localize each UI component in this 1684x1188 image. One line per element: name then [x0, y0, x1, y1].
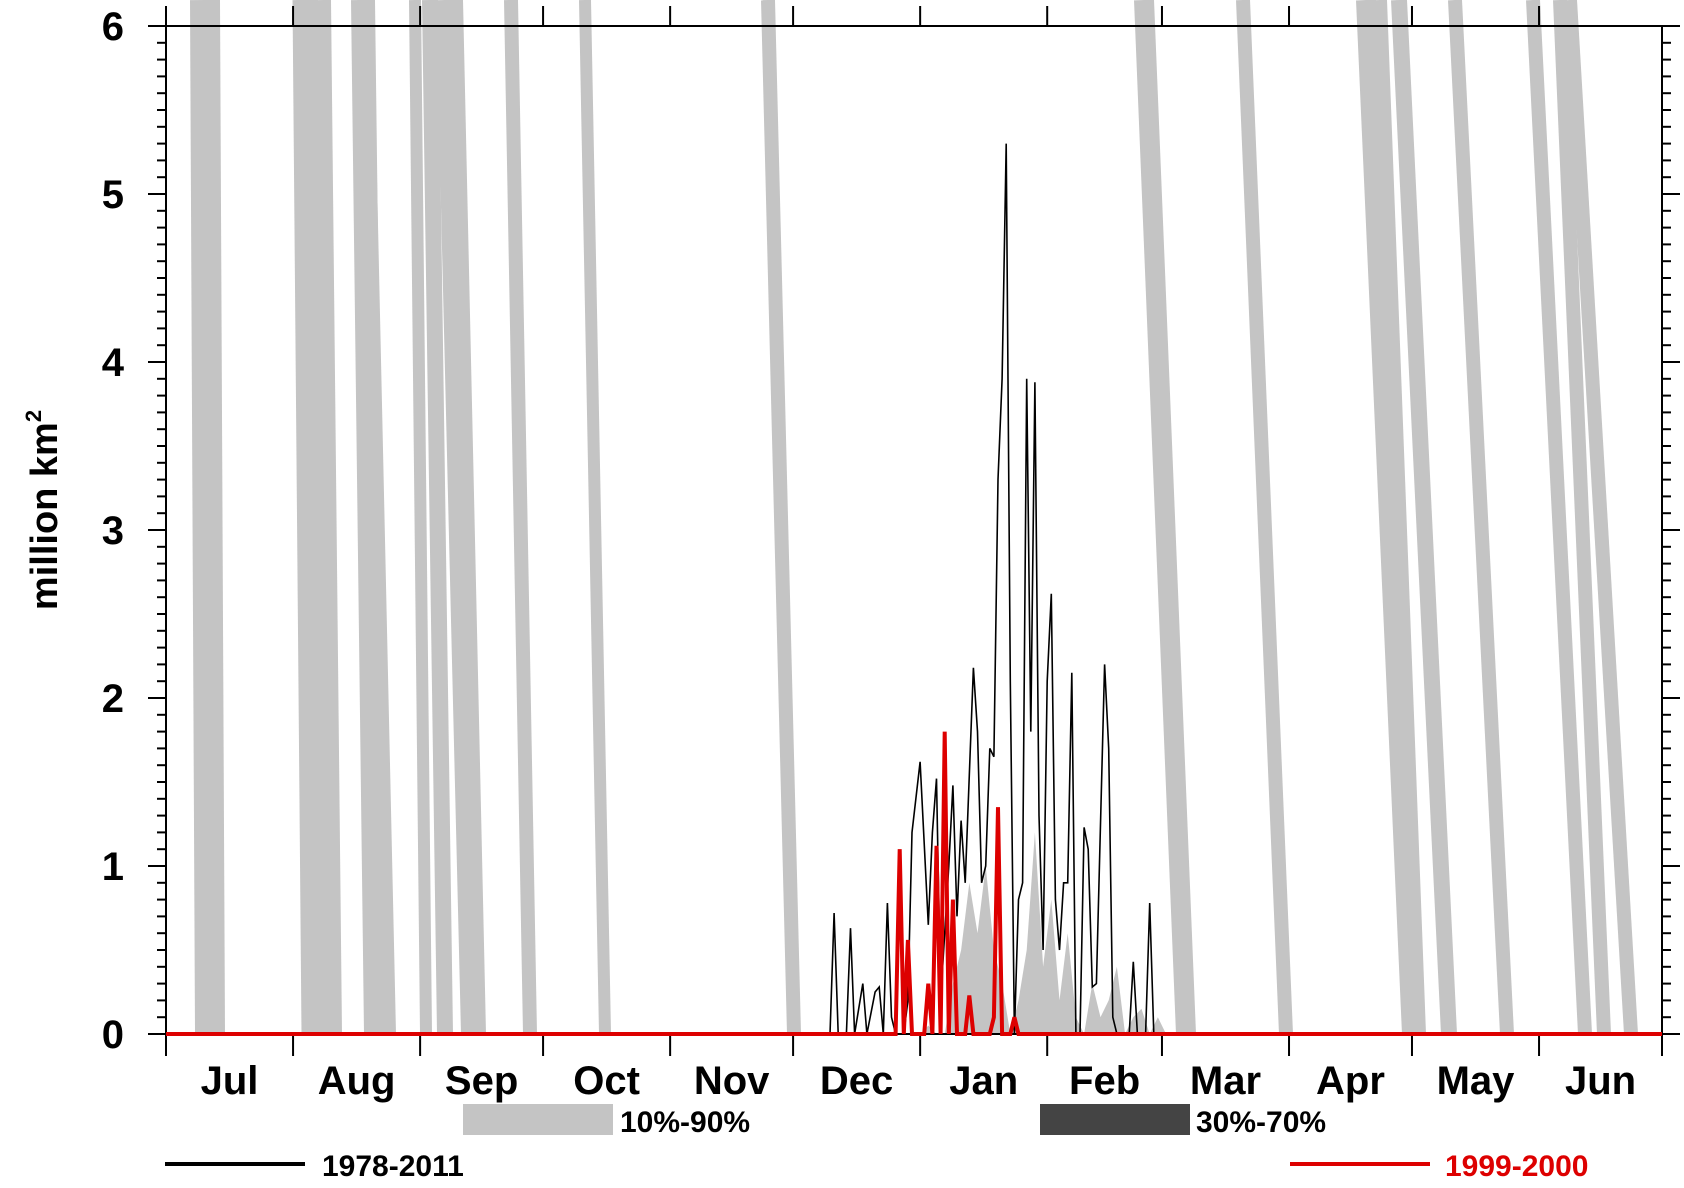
gray-stripe	[409, 0, 432, 1035]
y-tick-label: 0	[102, 1013, 124, 1057]
legend-swatch-30-70	[1040, 1104, 1190, 1135]
y-tick-label: 1	[102, 845, 124, 889]
gray-stripe	[1373, 0, 1426, 1035]
gray-stripe	[761, 0, 801, 1035]
band-10-90-area	[920, 832, 1167, 1034]
y-tick-label: 6	[102, 5, 124, 49]
gray-band-artifact-stripes	[190, 0, 1638, 1035]
gray-stripe	[1526, 0, 1592, 1035]
tick-labels: Jul Aug Sep Oct Nov Dec Jan Feb Mar Apr May Jun 0 1 2 3…	[102, 5, 1636, 1103]
gray-stripe	[1553, 0, 1611, 1035]
x-tick-label: Oct	[573, 1059, 640, 1103]
legend: 10%-90% 30%-70% 1978-2011 1999-2000	[165, 1104, 1588, 1183]
x-tick-label: Sep	[445, 1059, 518, 1103]
gray-stripe	[1448, 0, 1514, 1035]
gray-stripe	[1356, 0, 1422, 1035]
gray-stripe	[1236, 0, 1293, 1035]
legend-swatch-10-90	[463, 1104, 613, 1135]
band-10-90	[920, 832, 1167, 1034]
y-tick-label: 5	[102, 173, 124, 217]
legend-label-30-70: 30%-70%	[1196, 1106, 1326, 1139]
x-ticks	[165, 6, 1663, 1056]
series-group	[166, 143, 1662, 1036]
x-tick-label: Jul	[201, 1059, 259, 1103]
x-tick-label: Jun	[1565, 1059, 1636, 1103]
gray-stripe	[317, 0, 342, 1035]
series-line-1999-2000	[166, 731, 1662, 1036]
gray-stripe	[296, 0, 329, 1035]
gray-stripe	[190, 0, 225, 1035]
gray-stripe	[422, 0, 453, 1035]
legend-label-1978-2011: 1978-2011	[322, 1150, 464, 1183]
gray-stripe	[447, 0, 486, 1035]
gray-stripe	[1563, 0, 1638, 1035]
y-tick-label: 2	[102, 677, 124, 721]
legend-label-10-90: 10%-90%	[620, 1106, 750, 1139]
x-tick-label: May	[1437, 1059, 1516, 1103]
x-tick-label: Mar	[1190, 1059, 1261, 1103]
gray-stripe	[579, 0, 611, 1035]
x-tick-label: Dec	[820, 1059, 893, 1103]
y-tick-label: 4	[102, 341, 125, 385]
series-line-1978-2011	[166, 143, 1662, 1035]
x-tick-label: Apr	[1316, 1059, 1385, 1103]
x-tick-label: Jan	[949, 1059, 1018, 1103]
y-ticks	[148, 25, 1680, 1035]
gray-stripe	[436, 0, 479, 1035]
y-tick-label: 3	[102, 509, 124, 553]
x-tick-label: Nov	[694, 1059, 770, 1103]
gray-stripe	[504, 0, 537, 1035]
gray-stripe	[1134, 0, 1196, 1035]
legend-label-1999-2000: 1999-2000	[1445, 1150, 1588, 1183]
gray-stripe	[357, 0, 396, 1035]
y-axis-label: million km2	[21, 410, 66, 610]
x-tick-label: Aug	[318, 1059, 396, 1103]
gray-stripe	[1391, 0, 1457, 1035]
x-tick-label: Feb	[1069, 1059, 1140, 1103]
